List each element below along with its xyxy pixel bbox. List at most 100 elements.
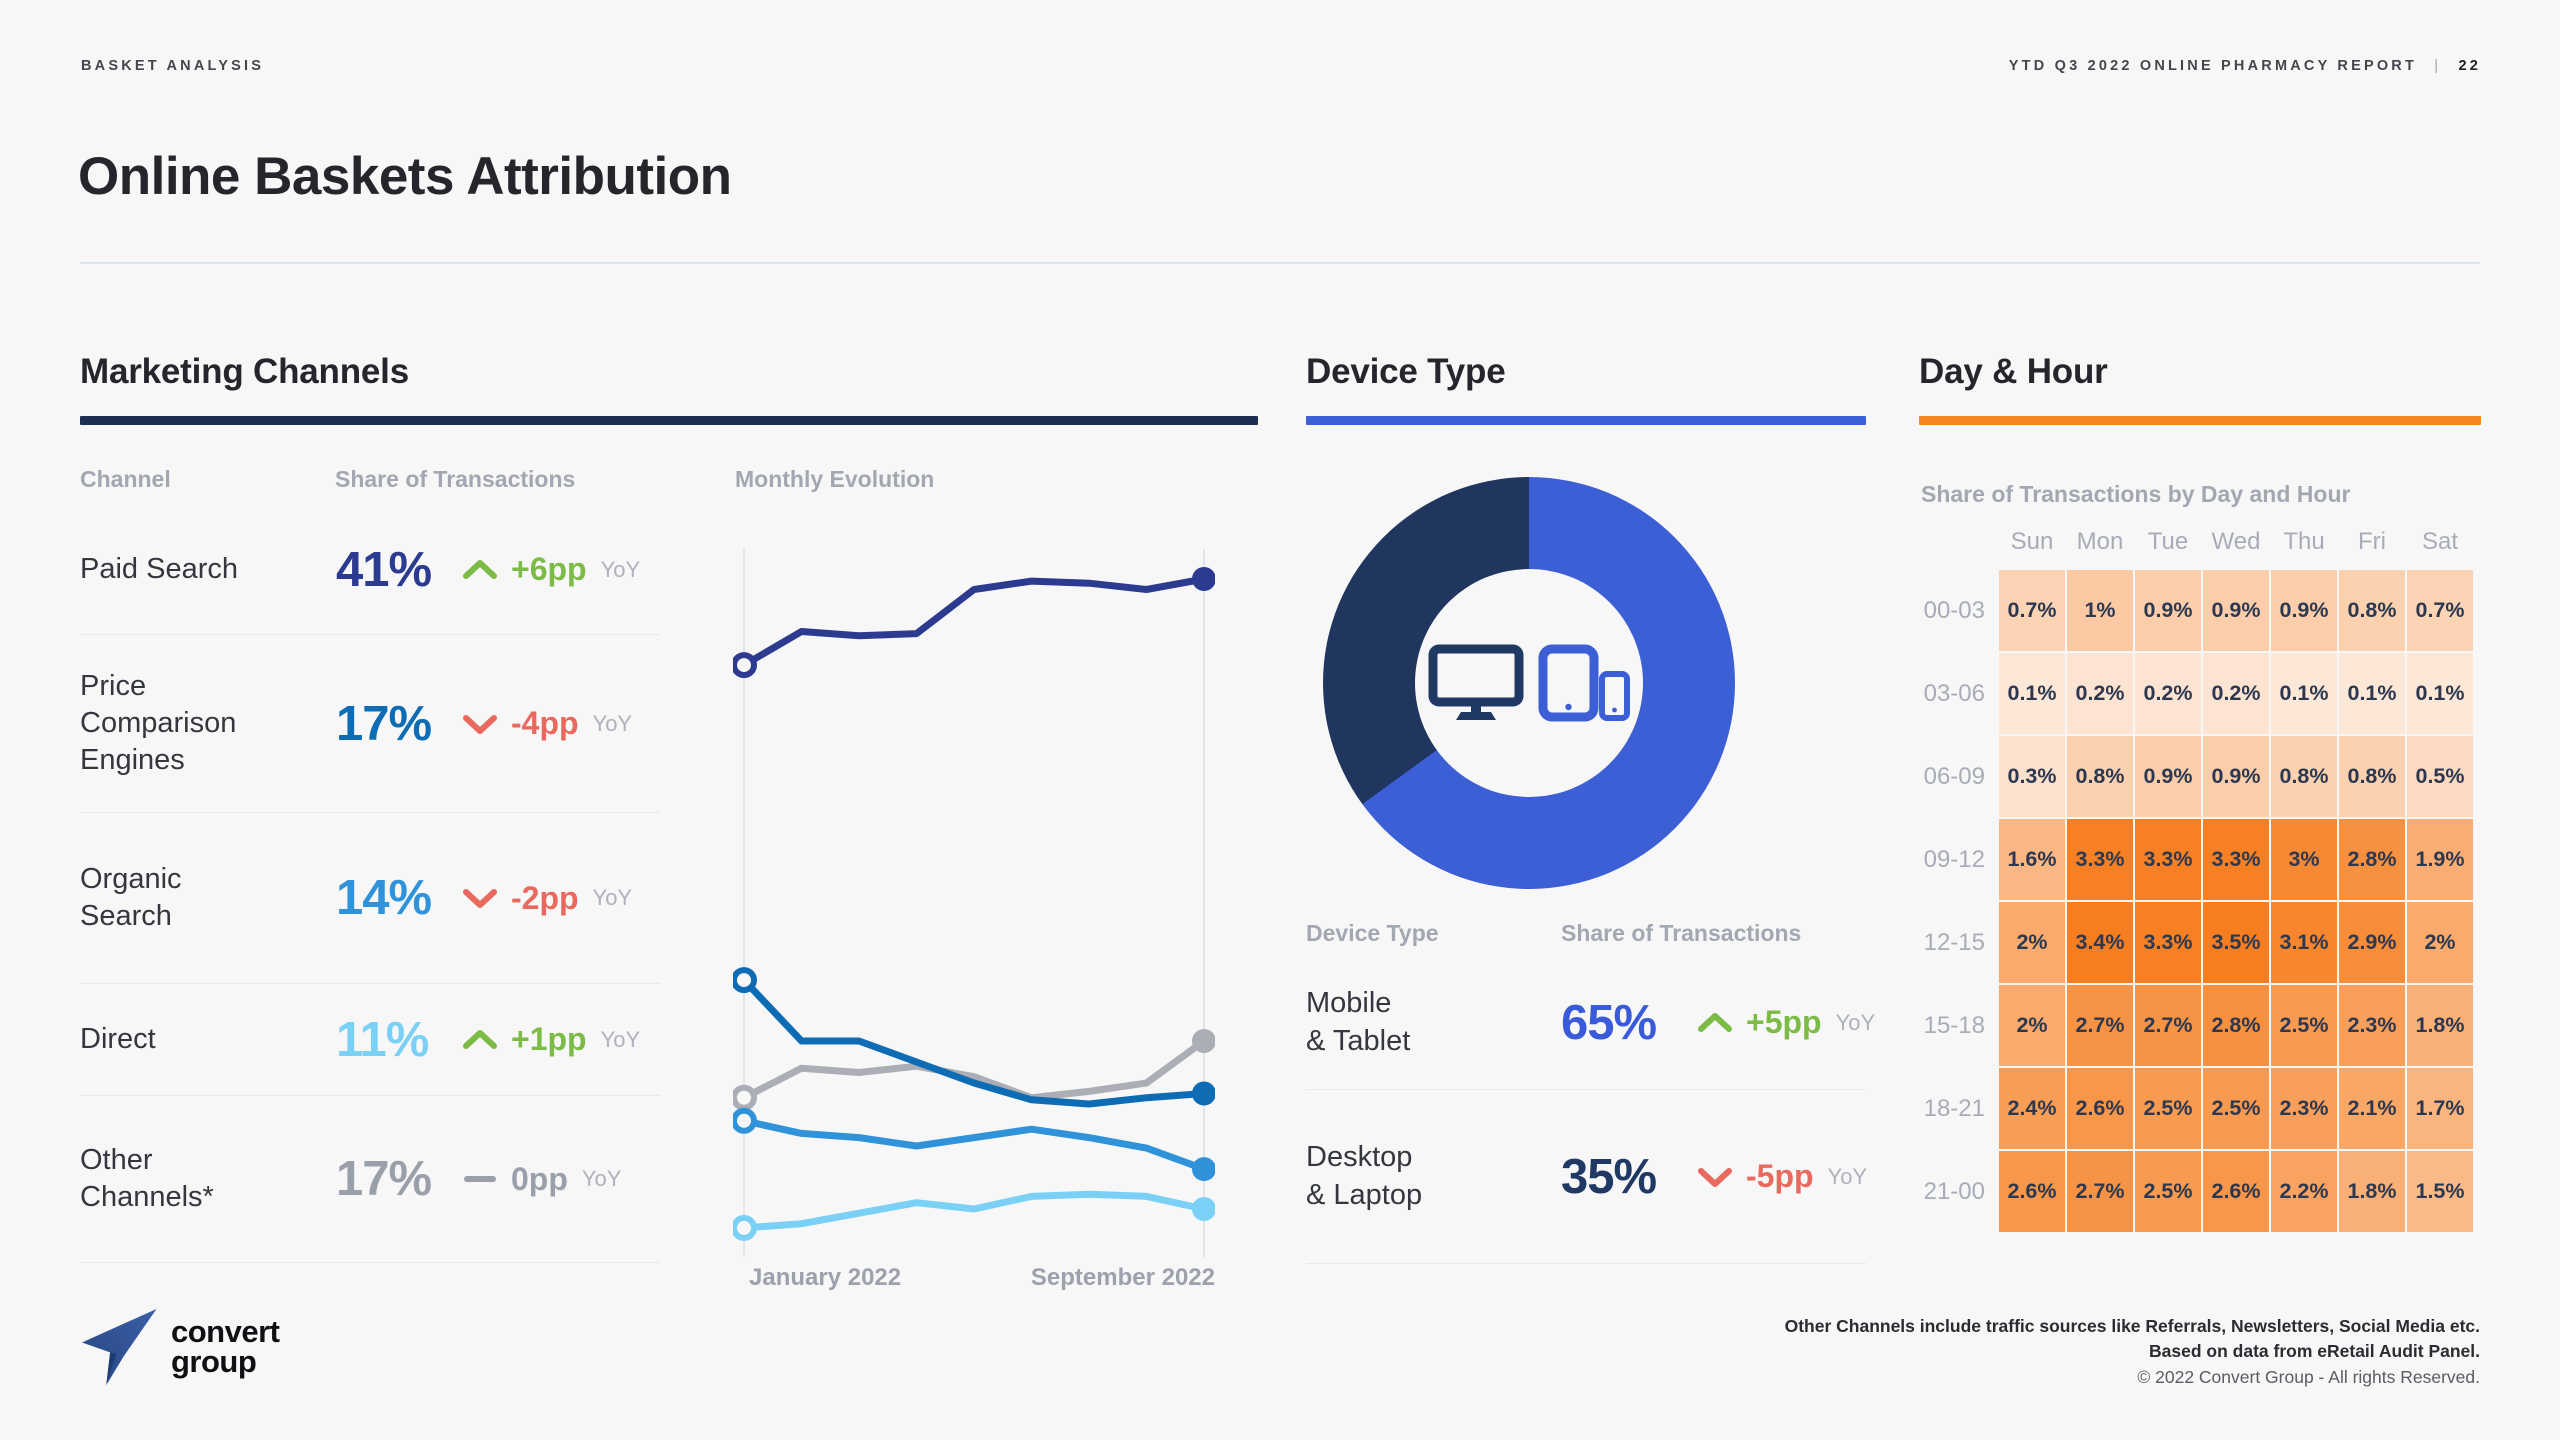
heatmap-cell: 0.7%	[2407, 570, 2473, 651]
column-header-channel: Channel	[80, 466, 171, 492]
heatmap-cell: 2.3%	[2271, 1068, 2337, 1149]
heatmap-cell: 2%	[1999, 985, 2065, 1066]
column-header-share: Share of Transactions	[335, 466, 576, 492]
series-start-point	[733, 1214, 757, 1241]
heatmap-cell: 2.7%	[2067, 985, 2133, 1066]
time-slot-label: 00-03	[1923, 596, 1985, 624]
heatmap-cells: 0.3% 0.8% 0.9% 0.9% 0.8% 0.8% 0.5%	[1999, 736, 2473, 817]
heatmap-cell: 2.6%	[1999, 1151, 2065, 1232]
yoy-label: YoY	[592, 885, 633, 910]
heatmap-cell: 0.1%	[1999, 653, 2065, 734]
heatmap-cell: 0.7%	[1999, 570, 2065, 651]
heatmap-cell: 2.5%	[2135, 1068, 2201, 1149]
heatmap-cell: 1%	[2067, 570, 2133, 651]
delta-value: 0pp	[511, 1160, 568, 1197]
column-header-device-share: Share of Transactions	[1561, 920, 1802, 946]
report-name: YTD Q3 2022 ONLINE PHARMACY REPORT	[2008, 58, 2418, 74]
heatmap-row: 03-06 0.1% 0.2% 0.2% 0.2% 0.1% 0.1% 0.1%	[1919, 653, 2473, 734]
series-line-price-comparison-engines	[740, 976, 1208, 1108]
series-end-point	[1192, 567, 1215, 591]
yoy-delta: +5pp YoY	[1696, 1004, 1875, 1041]
heatmap-cell: 3.3%	[2135, 902, 2201, 983]
section-accent-bar	[1919, 416, 2481, 425]
smartphone-icon	[1599, 671, 1630, 721]
heatmap-cell: 0.9%	[2271, 570, 2337, 651]
share-value: 41%	[336, 542, 432, 597]
heatmap-cell: 1.6%	[1999, 819, 2065, 900]
series-end-point	[1192, 1197, 1215, 1221]
heatmap-cell: 3.1%	[2271, 902, 2337, 983]
share-value: 14%	[336, 871, 432, 925]
series-start-point	[733, 967, 757, 994]
time-slot-label: 03-06	[1923, 679, 1985, 707]
heatmap-cell: 2.5%	[2203, 1068, 2269, 1149]
day-header: Sat	[2421, 528, 2459, 555]
device-type-donut-chart	[1323, 477, 1735, 889]
heatmap-cell: 2.2%	[2271, 1151, 2337, 1232]
trend-up-icon	[461, 1027, 499, 1053]
heatmap-cell: 2.6%	[2067, 1068, 2133, 1149]
time-slot-label: 18-21	[1923, 1094, 1985, 1122]
yoy-label: YoY	[1827, 1163, 1868, 1189]
section-accent-bar	[1306, 416, 1866, 425]
heatmap-cell: 2%	[2407, 902, 2473, 983]
series-end-point	[1192, 1081, 1215, 1106]
yoy-delta: -4pp YoY	[461, 705, 660, 742]
heatmap-cell: 0.9%	[2203, 570, 2269, 651]
series-end-point	[1192, 1157, 1215, 1182]
heatmap-cell: 0.1%	[2339, 653, 2405, 734]
heatmap-cell: 3.5%	[2203, 902, 2269, 983]
section-heading: Marketing Channels	[80, 352, 409, 391]
logo-wordmark: convert group	[171, 1316, 280, 1377]
title-divider	[80, 262, 2480, 264]
heatmap-cell: 1.9%	[2407, 819, 2473, 900]
heatmap-cell: 0.2%	[2135, 653, 2201, 734]
heatmap-row: 15-18 2% 2.7% 2.7% 2.8% 2.5% 2.3% 1.8%	[1919, 985, 2473, 1066]
desktop-monitor-icon	[1428, 644, 1524, 720]
channel-name: Organic Search	[80, 862, 182, 932]
heatmap-cell: 2.9%	[2339, 902, 2405, 983]
share-value: 17%	[336, 1152, 432, 1206]
heatmap-row: 00-03 0.7% 1% 0.9% 0.9% 0.9% 0.8% 0.7%	[1919, 570, 2473, 651]
series-start-point	[733, 652, 757, 679]
series-start-point	[733, 1084, 757, 1111]
series-line-paid-search	[740, 575, 1208, 669]
yoy-delta: +1pp YoY	[461, 1021, 660, 1058]
yoy-label: YoY	[592, 710, 633, 736]
yoy-delta: 0pp YoY	[461, 1161, 660, 1198]
tablet-icon	[1538, 644, 1630, 722]
yoy-delta: +6pp YoY	[461, 551, 660, 588]
series-line-direct	[740, 1190, 1208, 1232]
heatmap-cell: 0.1%	[2407, 653, 2473, 734]
heatmap-cell: 2.4%	[1999, 1068, 2065, 1149]
share-value: 65%	[1561, 995, 1657, 1050]
time-slot-label: 09-12	[1923, 845, 1985, 873]
heatmap-cell: 1.5%	[2407, 1151, 2473, 1232]
heatmap-cell: 0.9%	[2135, 570, 2201, 651]
table-row: Price Comparison Engines 17% -4pp YoY	[80, 635, 660, 813]
trend-down-icon	[1696, 1164, 1734, 1190]
heatmap-cell: 1.7%	[2407, 1068, 2473, 1149]
table-row: Desktop & Laptop 35% -5pp YoY	[1306, 1090, 1868, 1264]
share-value: 17%	[336, 696, 432, 751]
series-start-point	[733, 1107, 757, 1134]
heatmap-cell: 2.3%	[2339, 985, 2405, 1066]
heatmap-cell: 3%	[2271, 819, 2337, 900]
heatmap-subtitle: Share of Transactions by Day and Hour	[1921, 481, 2351, 507]
section-accent-bar	[80, 416, 1258, 425]
x-axis-labels: January 2022 September 2022	[733, 1264, 1215, 1292]
heatmap-cells: 0.1% 0.2% 0.2% 0.2% 0.1% 0.1% 0.1%	[1999, 653, 2473, 734]
series-end-point	[1192, 1029, 1215, 1053]
heatmap-cell: 0.1%	[2271, 653, 2337, 734]
heatmap-cells: 2% 3.4% 3.3% 3.5% 3.1% 2.9% 2%	[1999, 902, 2473, 983]
report-header: YTD Q3 2022 ONLINE PHARMACY REPORT | 22	[2009, 58, 2481, 74]
share-value: 11%	[336, 1012, 429, 1067]
heatmap-cell: 0.2%	[2067, 653, 2133, 734]
delta-value: +1pp	[511, 1021, 587, 1057]
footnote: Based on data from eRetail Audit Panel.	[2149, 1341, 2480, 1361]
table-row: Paid Search 41% +6pp YoY	[80, 505, 660, 635]
time-slot-label: 12-15	[1923, 928, 1985, 956]
heatmap-cell: 2.5%	[2135, 1151, 2201, 1232]
heatmap-cell: 0.2%	[2203, 653, 2269, 734]
